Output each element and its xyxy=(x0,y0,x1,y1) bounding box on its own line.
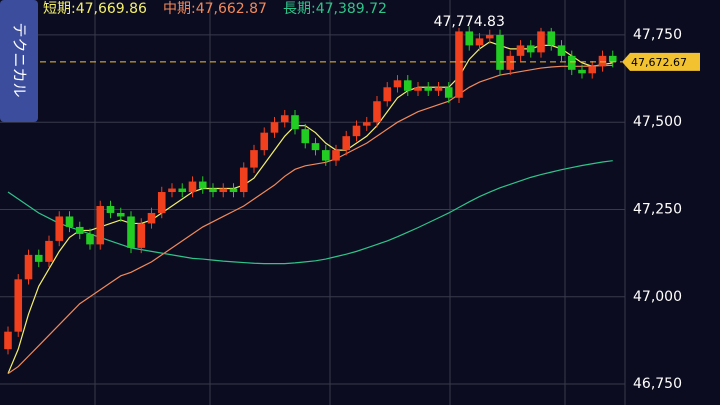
candle-body xyxy=(557,45,566,56)
candle-body xyxy=(178,188,187,193)
candle-body xyxy=(537,31,545,53)
candle-body xyxy=(86,233,94,245)
candle-body xyxy=(434,87,443,91)
candle-body xyxy=(127,216,135,248)
y-tick-label: 47,000 xyxy=(633,289,682,305)
legend-entry: 短期:47,669.86 xyxy=(43,1,147,17)
legend-entry: 中期:47,662.87 xyxy=(163,1,267,17)
y-tick-label: 47,250 xyxy=(633,201,682,217)
candle-body xyxy=(270,122,279,133)
candle-body xyxy=(301,129,310,144)
candle-body xyxy=(260,132,269,151)
candle-body xyxy=(414,87,422,91)
candle-body xyxy=(209,188,217,193)
candle-body xyxy=(383,87,392,102)
candle-body xyxy=(465,31,474,46)
candle-body xyxy=(393,80,402,88)
legend-entry: 長期:47,389.72 xyxy=(283,1,387,17)
candle-body xyxy=(168,188,176,193)
current-price-tag xyxy=(622,52,700,71)
candle-body xyxy=(198,181,207,189)
peak-label: 47,774.83 xyxy=(434,14,505,30)
candle-body xyxy=(332,150,340,161)
candle-body xyxy=(373,101,381,123)
candle-body xyxy=(24,254,33,280)
candle-body xyxy=(116,212,125,217)
candle-body xyxy=(219,188,228,193)
candle-body xyxy=(45,240,53,262)
vertical-grid xyxy=(94,0,626,405)
candle-body xyxy=(4,331,12,350)
candle-body xyxy=(280,115,289,123)
moving-average-line xyxy=(7,160,613,265)
candle-body xyxy=(598,55,607,67)
candle-body xyxy=(14,279,23,332)
candle-body xyxy=(239,167,248,193)
candle-body xyxy=(137,223,146,248)
candle-body xyxy=(147,212,156,224)
y-tick-label: 47,500 xyxy=(633,114,682,130)
technical-tab-label[interactable]: テクニカル xyxy=(11,22,29,97)
candle-body xyxy=(526,45,535,53)
moving-average-line xyxy=(7,41,613,374)
candle-body xyxy=(96,205,105,245)
candle-body xyxy=(403,80,412,91)
candle-body xyxy=(157,192,166,213)
candle-body xyxy=(588,66,597,74)
y-tick-label: 46,750 xyxy=(633,376,682,392)
candle-body xyxy=(444,87,453,98)
candle-body xyxy=(578,69,586,74)
plot: 46,750 47,000 47,250 47,500 47,750 47,774.83 xyxy=(0,14,682,392)
technical-tab[interactable] xyxy=(0,0,38,122)
candle-body xyxy=(567,55,576,70)
candle-body xyxy=(250,150,258,168)
candle-body xyxy=(485,34,494,39)
candle-body xyxy=(106,205,115,213)
candle-body xyxy=(75,226,84,234)
candle-body xyxy=(291,115,299,130)
candle-body xyxy=(475,38,484,46)
candle-body xyxy=(516,45,525,56)
y-tick-label: 47,750 xyxy=(633,27,682,43)
candle-body xyxy=(229,188,238,193)
candle-body xyxy=(424,87,433,91)
candle-body xyxy=(55,216,64,241)
moving-average-line xyxy=(7,64,613,375)
candle-body xyxy=(342,136,351,151)
candle-body xyxy=(506,55,515,70)
candle-body xyxy=(34,254,43,262)
candle-body xyxy=(455,31,463,98)
candle-body xyxy=(65,216,74,227)
candle-body xyxy=(188,181,197,193)
candle-body xyxy=(608,55,617,62)
candle-body xyxy=(321,150,330,161)
candle-body xyxy=(547,31,556,46)
candle-body xyxy=(496,34,504,70)
current-price-label: 47,672.67 xyxy=(631,56,687,69)
candle-body xyxy=(311,143,320,151)
candle-body xyxy=(352,125,361,137)
candle-body xyxy=(362,122,371,126)
